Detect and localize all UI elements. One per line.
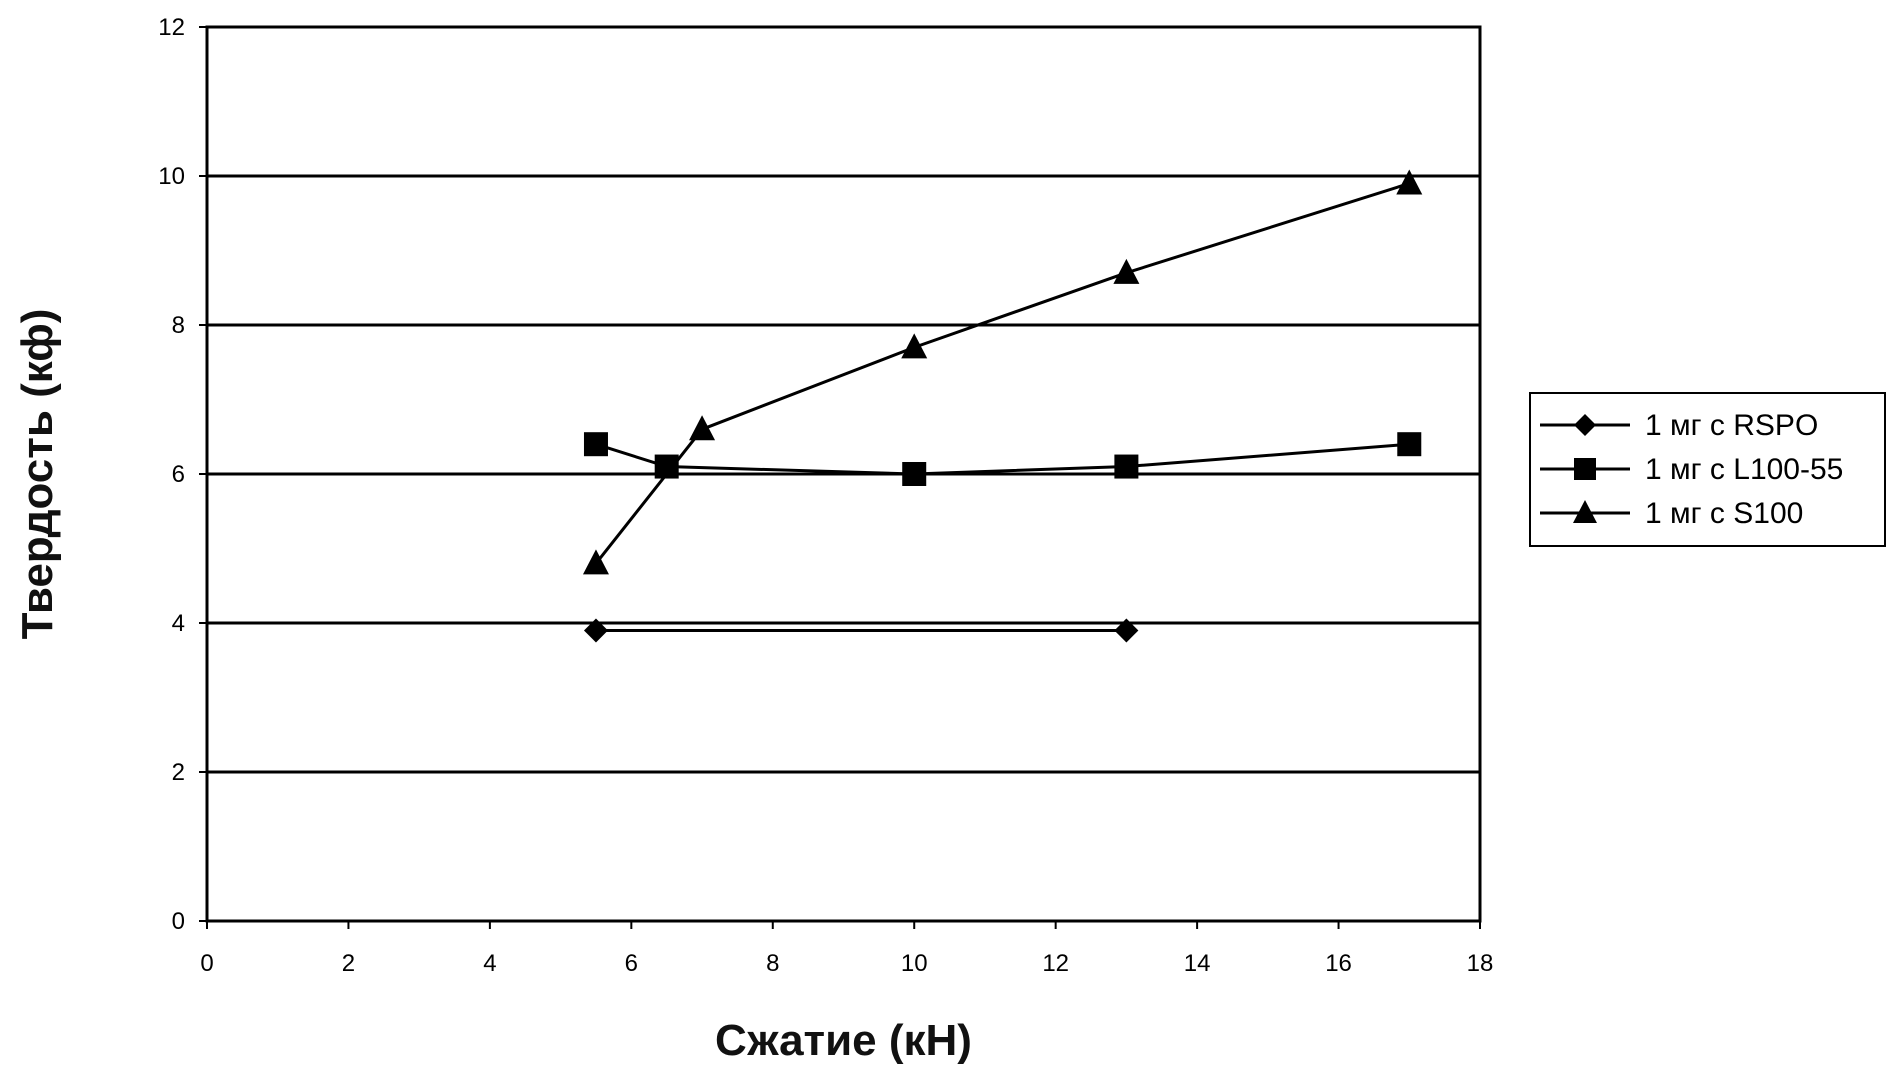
x-tick-label: 2 — [342, 950, 355, 977]
x-tick-label: 18 — [1467, 950, 1494, 977]
legend-label: 1 мг с L100-55 — [1645, 453, 1843, 486]
legend: 1 мг с RSPO 1 мг с L100-55 1 мг с S100 — [1530, 393, 1885, 546]
legend-label: 1 мг с RSPO — [1645, 409, 1818, 442]
y-tick-label: 4 — [172, 610, 185, 637]
x-axis-title: Сжатие (кН) — [715, 1016, 972, 1065]
square-marker — [902, 462, 926, 486]
y-tick-label: 2 — [172, 759, 185, 786]
y-tick-label: 0 — [172, 908, 185, 935]
y-tick-label: 6 — [172, 461, 185, 488]
x-tick-label: 10 — [901, 950, 928, 977]
x-tick-label: 4 — [483, 950, 496, 977]
square-marker — [1574, 458, 1596, 480]
x-axis-ticks: 0 2 4 6 8 10 12 14 16 18 — [200, 921, 1493, 977]
x-tick-label: 14 — [1184, 950, 1211, 977]
y-axis-ticks: 0 2 4 6 8 10 12 — [158, 14, 207, 935]
square-marker — [1397, 432, 1421, 456]
square-marker — [1114, 455, 1138, 479]
legend-label: 1 мг с S100 — [1645, 497, 1803, 530]
x-tick-label: 16 — [1325, 950, 1352, 977]
x-tick-label: 6 — [625, 950, 638, 977]
x-tick-label: 8 — [766, 950, 779, 977]
x-tick-label: 0 — [200, 950, 213, 977]
square-marker — [584, 432, 608, 456]
x-tick-label: 12 — [1042, 950, 1069, 977]
y-tick-label: 12 — [158, 14, 185, 41]
y-tick-label: 8 — [172, 312, 185, 339]
y-tick-label: 10 — [158, 163, 185, 190]
y-axis-title: Твердость (кф) — [13, 309, 62, 640]
